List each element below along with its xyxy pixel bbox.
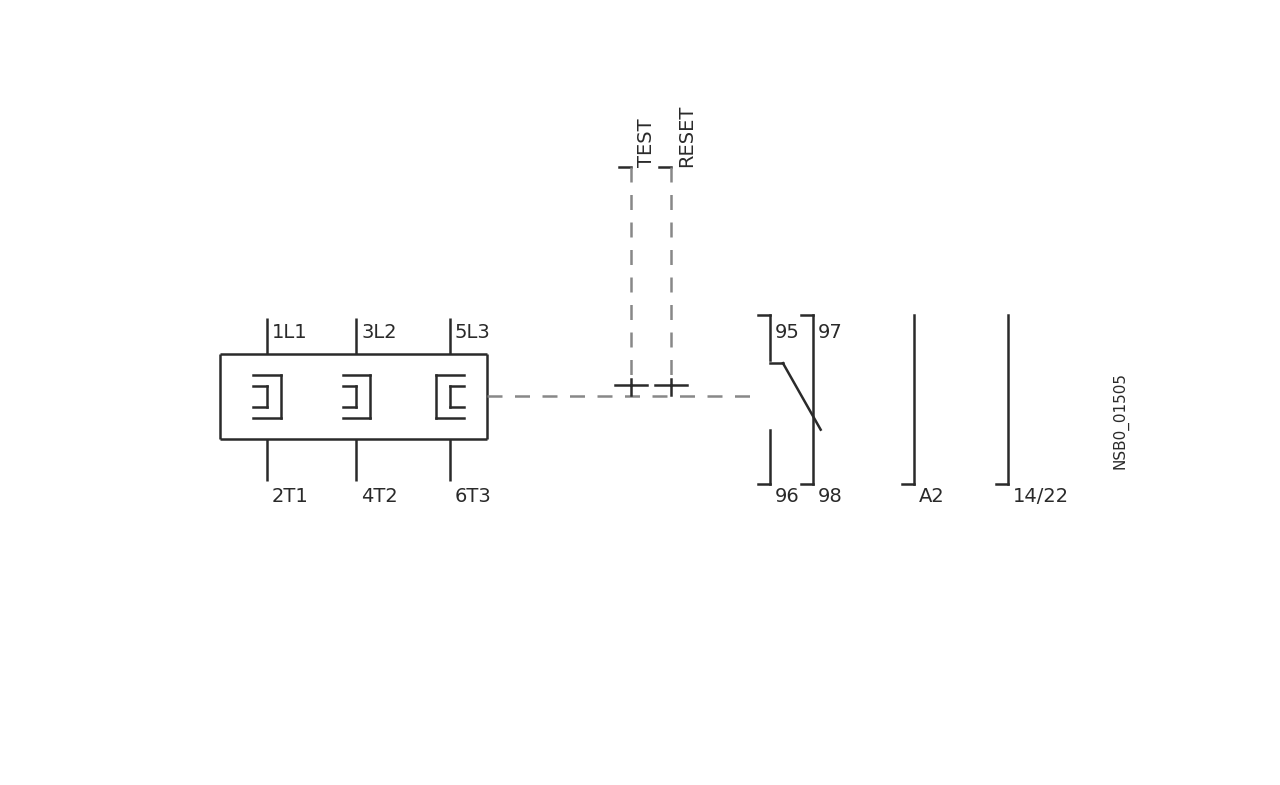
Text: RESET: RESET [677, 104, 696, 166]
Text: 2T1: 2T1 [273, 487, 308, 506]
Text: NSB0_01505: NSB0_01505 [1112, 372, 1129, 469]
Text: 96: 96 [776, 487, 800, 506]
Text: 95: 95 [776, 323, 800, 342]
Text: 6T3: 6T3 [454, 487, 492, 506]
Text: 3L2: 3L2 [361, 323, 397, 342]
Text: TEST: TEST [637, 118, 657, 166]
Text: A2: A2 [919, 487, 945, 506]
Text: 14/22: 14/22 [1014, 487, 1069, 506]
Text: 5L3: 5L3 [454, 323, 490, 342]
Text: 1L1: 1L1 [273, 323, 307, 342]
Text: 4T2: 4T2 [361, 487, 398, 506]
Text: 98: 98 [818, 487, 842, 506]
Text: 97: 97 [818, 323, 842, 342]
